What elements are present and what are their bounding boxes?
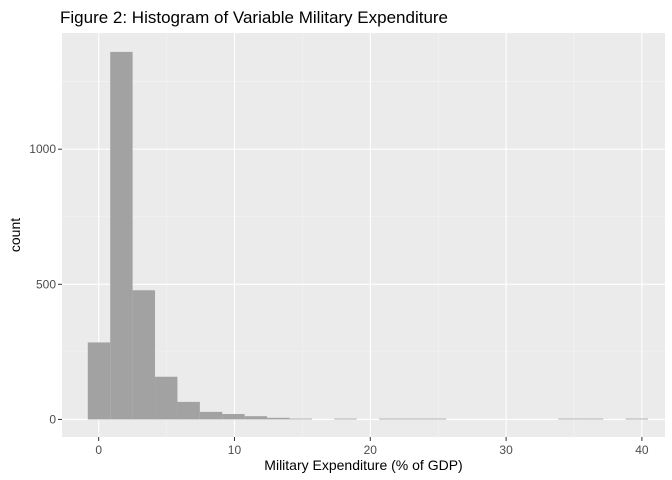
major-gridlines <box>62 33 665 437</box>
x-tick-label: 0 <box>95 443 102 457</box>
plot-panel <box>62 33 665 437</box>
histogram-bar-5 <box>199 411 223 420</box>
y-axis-ticks: 0 500 1000 <box>29 142 62 426</box>
histogram-bar-16 <box>625 418 649 420</box>
x-tick-label: 20 <box>364 443 378 457</box>
x-axis-ticks: 0 10 20 30 40 <box>95 437 649 457</box>
chart-title: Figure 2: Histogram of Variable Military… <box>60 8 448 27</box>
histogram-bar-11 <box>379 418 402 420</box>
x-tick-label: 10 <box>228 443 242 457</box>
x-tick-label: 40 <box>635 443 649 457</box>
minor-gridlines <box>62 33 665 437</box>
histogram-bar-2 <box>132 290 156 420</box>
histogram-bar-3 <box>155 376 178 420</box>
y-axis-title: count <box>7 218 23 252</box>
x-axis-title: Military Expenditure (% of GDP) <box>264 457 462 473</box>
histogram-bar-12 <box>401 418 424 420</box>
y-tick-label: 1000 <box>29 142 56 156</box>
histogram-bar-0 <box>87 342 111 420</box>
histogram-bar-15 <box>580 418 604 420</box>
histogram-bar-4 <box>177 401 200 420</box>
histogram-bar-7 <box>244 416 268 420</box>
y-tick-label: 0 <box>49 412 56 426</box>
y-tick-label: 500 <box>36 277 56 291</box>
histogram-bar-13 <box>423 418 447 420</box>
x-tick-label: 30 <box>499 443 513 457</box>
histogram-bar-1 <box>110 51 133 420</box>
histogram-bar-14 <box>558 418 581 420</box>
histogram-bar-6 <box>222 414 245 420</box>
histogram-bars <box>87 51 649 420</box>
histogram-bar-8 <box>267 417 290 420</box>
histogram-bar-10 <box>334 418 357 420</box>
histogram-bar-9 <box>289 418 312 420</box>
